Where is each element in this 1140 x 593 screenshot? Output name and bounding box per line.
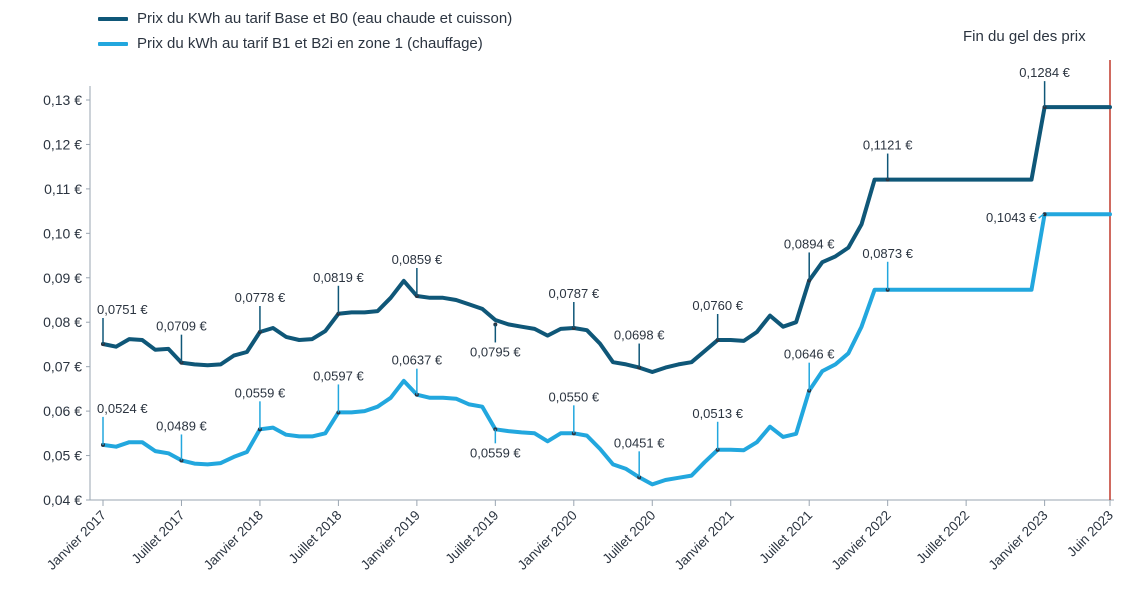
x-tick-label: Juillet 2020 [599, 508, 658, 567]
data-label: 0,0698 € [614, 328, 665, 343]
legend-item-base: Prix du KWh au tarif Base et B0 (eau cha… [98, 6, 512, 31]
data-label: 0,0513 € [692, 406, 743, 421]
legend-swatch-light [98, 41, 128, 46]
y-tick-label: 0,10 € [43, 225, 82, 241]
data-label: 0,0795 € [470, 344, 521, 359]
x-tick-label: Janvier 2019 [358, 508, 423, 573]
x-tick-label: Janvier 2017 [44, 508, 109, 573]
legend-swatch-dark [98, 16, 128, 21]
x-tick-label: Juillet 2022 [913, 508, 972, 567]
data-label: 0,0451 € [614, 435, 665, 450]
data-label: 0,0751 € [97, 302, 148, 317]
data-label: 0,0489 € [156, 418, 207, 433]
data-label: 0,0646 € [784, 347, 835, 362]
series-line-heating [101, 212, 1112, 487]
data-label: 0,0559 € [470, 445, 521, 460]
y-tick-label: 0,12 € [43, 136, 82, 152]
y-tick-label: 0,09 € [43, 270, 82, 286]
data-label: 0,0819 € [313, 270, 364, 285]
legend-label-base: Prix du KWh au tarif Base et B0 (eau cha… [137, 10, 513, 27]
data-label: 0,0597 € [313, 368, 364, 383]
data-label: 0,0709 € [156, 319, 207, 334]
y-tick-label: 0,08 € [43, 314, 82, 330]
y-tick-label: 0,06 € [43, 403, 82, 419]
x-tick-label: Juillet 2021 [756, 508, 815, 567]
x-tick-label: Juillet 2018 [286, 508, 345, 567]
data-label: 0,0859 € [392, 252, 443, 267]
data-label: 0,1121 € [863, 138, 913, 153]
y-tick-label: 0,11 € [44, 181, 82, 197]
data-label: 0,0760 € [692, 298, 743, 313]
y-tick-label: 0,05 € [43, 448, 82, 464]
x-tick-label: Janvier 2022 [829, 508, 894, 573]
x-tick-label: Janvier 2018 [201, 508, 266, 573]
data-label: 0,0637 € [392, 353, 443, 368]
data-label: 0,1284 € [1019, 65, 1070, 80]
data-label: 0,0778 € [235, 290, 286, 305]
x-tick-label: Juillet 2019 [443, 508, 502, 567]
data-label: 0,0873 € [862, 246, 913, 261]
data-label: 0,0894 € [784, 236, 835, 251]
x-tick-label: Janvier 2020 [515, 508, 580, 573]
x-tick-label: Juillet 2017 [129, 508, 188, 567]
data-label: 0,0524 € [97, 401, 148, 416]
legend-item-heating: Prix du kWh au tarif B1 et B2i en zone 1… [98, 31, 512, 56]
data-label: 0,1043 € [986, 210, 1037, 225]
data-label: 0,0787 € [549, 286, 600, 301]
x-tick-label: Juin 2023 [1064, 508, 1116, 560]
legend-label-heating: Prix du kWh au tarif B1 et B2i en zone 1… [137, 35, 483, 52]
chart-legend: Prix du KWh au tarif Base et B0 (eau cha… [98, 6, 512, 56]
y-tick-label: 0,13 € [43, 92, 82, 108]
data-label: 0,0559 € [235, 385, 286, 400]
x-tick-label: Janvier 2023 [985, 508, 1050, 573]
price-freeze-end-label: Fin du gel des prix [963, 28, 1086, 45]
data-label: 0,0550 € [549, 389, 600, 404]
y-tick-label: 0,04 € [43, 492, 82, 508]
series-line-base [101, 105, 1112, 374]
label-leader-line [1038, 213, 1045, 219]
data-point-marker [1042, 212, 1047, 217]
y-tick-label: 0,07 € [43, 359, 82, 375]
x-tick-label: Janvier 2021 [672, 508, 737, 573]
